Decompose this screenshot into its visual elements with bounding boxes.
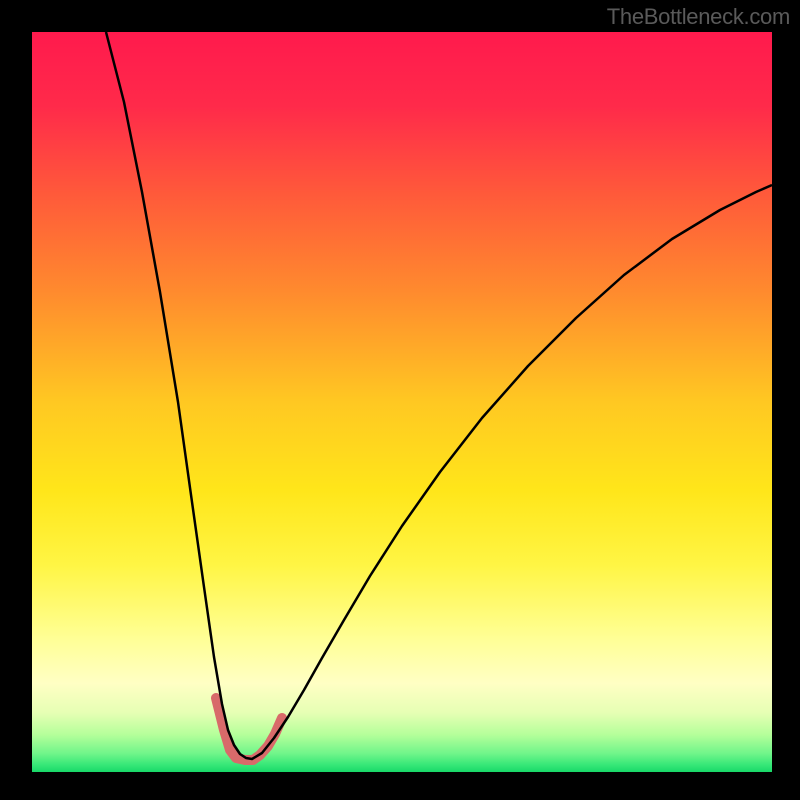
watermark-text: TheBottleneck.com bbox=[607, 4, 790, 30]
chart-svg bbox=[32, 32, 772, 772]
bottleneck-chart bbox=[32, 32, 772, 772]
gradient-background bbox=[32, 32, 772, 772]
